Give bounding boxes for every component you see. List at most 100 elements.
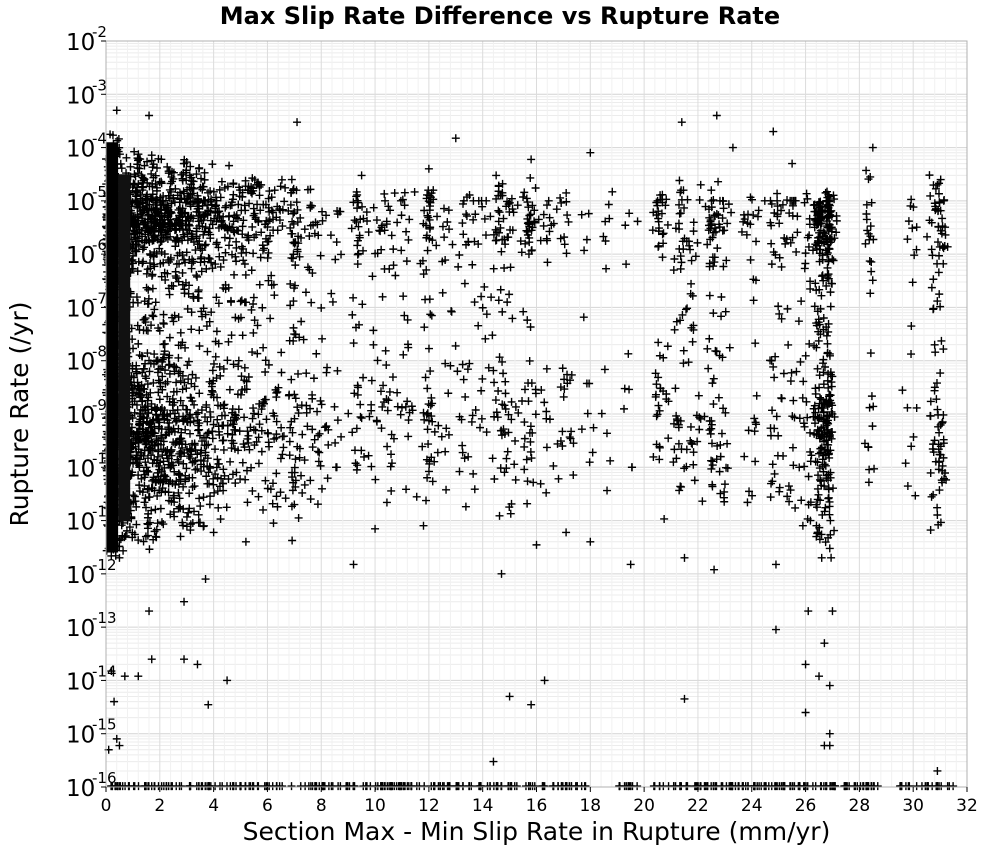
data-point [232, 414, 241, 423]
data-point [278, 450, 287, 459]
data-point [203, 347, 212, 356]
data-point [720, 480, 729, 489]
data-point [224, 212, 233, 221]
data-point [396, 196, 405, 205]
y-tick-label-base: 10 [66, 776, 95, 802]
data-point [677, 258, 686, 267]
data-point [132, 293, 141, 302]
data-point [244, 373, 253, 382]
data-point [825, 544, 834, 553]
data-point [141, 226, 150, 235]
data-point [180, 378, 189, 387]
data-point [190, 457, 199, 466]
data-point [303, 263, 312, 272]
data-point [824, 256, 833, 265]
data-point [523, 227, 532, 236]
data-point [868, 143, 877, 152]
y-tick-label-exponent: -10 [92, 449, 117, 467]
data-point [254, 216, 263, 225]
data-point [825, 349, 834, 358]
data-point [938, 417, 947, 426]
data-point [140, 481, 149, 490]
data-point [513, 201, 522, 210]
data-point [713, 244, 722, 253]
data-point [290, 500, 299, 509]
data-point [148, 311, 157, 320]
data-point [580, 246, 589, 255]
x-tick-label: 20 [633, 796, 655, 816]
data-point [145, 367, 154, 376]
data-point [214, 503, 223, 512]
data-point [405, 215, 414, 224]
data-point [506, 509, 515, 518]
data-point [792, 247, 801, 256]
data-point [912, 223, 921, 232]
data-point [459, 230, 468, 239]
data-point [676, 252, 685, 261]
data-point [376, 387, 385, 396]
data-point [142, 417, 151, 426]
data-point-floor [728, 782, 737, 791]
data-point [445, 225, 454, 234]
data-point [134, 339, 143, 348]
data-point [739, 217, 748, 226]
data-point [157, 518, 166, 527]
data-point [487, 293, 496, 302]
data-point [360, 452, 369, 461]
data-point [451, 341, 460, 350]
y-tick-label-base: 10 [66, 296, 95, 322]
data-point [211, 202, 220, 211]
data-point [353, 236, 362, 245]
data-point [501, 240, 510, 249]
data-point-floor [201, 782, 210, 791]
data-point [520, 434, 529, 443]
data-point [675, 176, 684, 185]
data-point [539, 221, 548, 230]
data-point [224, 474, 233, 483]
data-point [772, 412, 781, 421]
data-point [709, 309, 718, 318]
y-axis-ticks: 10-1610-1510-1410-1310-1210-1110-1010-91… [66, 23, 117, 802]
data-point [686, 436, 695, 445]
data-point [178, 338, 187, 347]
data-point [122, 153, 131, 162]
data-point [605, 214, 614, 223]
data-point [150, 305, 159, 314]
data-point [140, 161, 149, 170]
data-point [675, 209, 684, 218]
data-point [685, 241, 694, 250]
data-point [816, 448, 825, 457]
data-point [167, 497, 176, 506]
data-point [188, 439, 197, 448]
data-point [664, 434, 673, 443]
x-axis-label: Section Max - Min Slip Rate in Rupture (… [243, 817, 831, 846]
data-point [719, 262, 728, 271]
data-point [237, 206, 246, 215]
data-point [223, 676, 232, 685]
data-point-floor [373, 782, 382, 791]
data-point-floor [399, 782, 408, 791]
data-point [249, 328, 258, 337]
data-point [676, 264, 685, 273]
data-point [172, 437, 181, 446]
data-point [156, 504, 165, 513]
data-point [677, 118, 686, 127]
data-point [701, 202, 710, 211]
data-point [189, 507, 198, 516]
data-point [824, 476, 833, 485]
data-point [503, 197, 512, 206]
data-point [799, 419, 808, 428]
data-point [347, 224, 356, 233]
data-point [828, 255, 837, 264]
data-point [820, 741, 829, 750]
data-point [184, 508, 193, 517]
data-point [165, 360, 174, 369]
data-point [306, 476, 315, 485]
data-point [771, 560, 780, 569]
data-point [438, 222, 447, 231]
data-point [447, 307, 456, 316]
data-point [144, 423, 153, 432]
data-point [369, 326, 378, 335]
data-point [137, 474, 146, 483]
data-point [141, 372, 150, 381]
